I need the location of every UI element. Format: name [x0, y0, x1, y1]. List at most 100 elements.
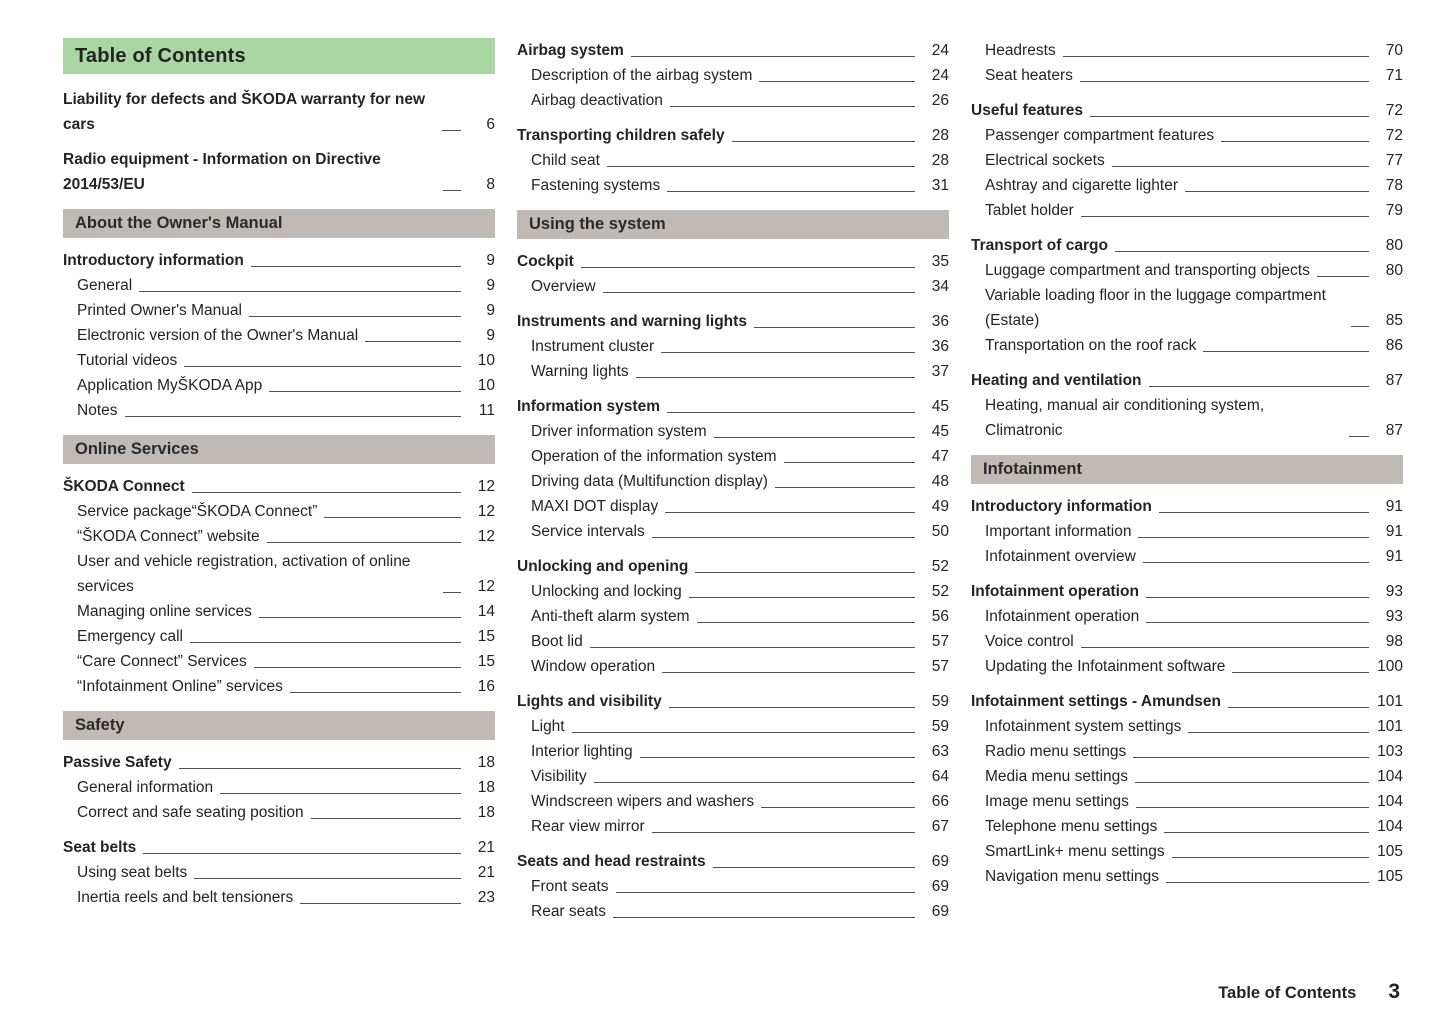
toc-entry[interactable]: Transportation on the roof rack 86 [971, 333, 1403, 358]
toc-entry[interactable]: Warning lights 37 [517, 359, 949, 384]
toc-entry[interactable]: Variable loading floor in the luggage co… [971, 283, 1403, 333]
toc-entry[interactable]: Updating the Infotainment software 100 [971, 654, 1403, 679]
entry-page-number: 12 [477, 578, 495, 595]
toc-entry[interactable]: “ŠKODA Connect” website 12 [63, 524, 495, 549]
toc-entry[interactable]: Infotainment system settings 101 [971, 714, 1403, 739]
toc-entry[interactable]: Unlocking and locking 52 [517, 579, 949, 604]
toc-entry[interactable]: Lights and visibility 59 [517, 689, 949, 714]
toc-entry[interactable]: SmartLink+ menu settings 105 [971, 839, 1403, 864]
toc-entry[interactable]: Transporting children safely 28 [517, 123, 949, 148]
toc-entry[interactable]: Luggage compartment and transporting obj… [971, 258, 1403, 283]
toc-entry[interactable]: Driving data (Multifunction display) 48 [517, 469, 949, 494]
entry-label: Notes [77, 402, 118, 419]
toc-entry[interactable]: Ashtray and cigarette lighter 78 [971, 173, 1403, 198]
entry-page-number: 87 [1385, 422, 1403, 439]
toc-entry[interactable]: Electronic version of the Owner's Manual… [63, 323, 495, 348]
toc-entry[interactable]: General information 18 [63, 775, 495, 800]
toc-entry[interactable]: Navigation menu settings 105 [971, 864, 1403, 889]
toc-entry[interactable]: Notes 11 [63, 398, 495, 423]
toc-entry[interactable]: Airbag deactivation 26 [517, 88, 949, 113]
toc-entry[interactable]: Passenger compartment features 72 [971, 123, 1403, 148]
toc-entry[interactable]: Liability for defects and ŠKODA warranty… [63, 87, 495, 137]
toc-entry[interactable]: Overview 34 [517, 274, 949, 299]
leader-line [1089, 116, 1369, 117]
toc-entry[interactable]: Printed Owner's Manual 9 [63, 298, 495, 323]
toc-entry[interactable]: Using seat belts 21 [63, 860, 495, 885]
toc-entry[interactable]: Interior lighting 63 [517, 739, 949, 764]
toc-entry[interactable]: Child seat 28 [517, 148, 949, 173]
toc-entry[interactable]: ŠKODA Connect 12 [63, 474, 495, 499]
toc-entry[interactable]: Window operation 57 [517, 654, 949, 679]
toc-entry[interactable]: Heating and ventilation 87 [971, 368, 1403, 393]
toc-entry[interactable]: Infotainment operation 93 [971, 604, 1403, 629]
entry-page-number: 37 [931, 363, 949, 380]
toc-entry[interactable]: Radio equipment - Information on Directi… [63, 147, 495, 197]
toc-entry[interactable]: Description of the airbag system 24 [517, 63, 949, 88]
leader-line [1135, 782, 1369, 783]
toc-entry[interactable]: Voice control 98 [971, 629, 1403, 654]
toc-entry[interactable]: Electrical sockets 77 [971, 148, 1403, 173]
toc-entry[interactable]: Seats and head restraints 69 [517, 849, 949, 874]
toc-entry[interactable]: Image menu settings 104 [971, 789, 1403, 814]
toc-entry[interactable]: Rear view mirror 67 [517, 814, 949, 839]
toc-entry[interactable]: Rear seats 69 [517, 899, 949, 924]
toc-entry[interactable]: Service intervals 50 [517, 519, 949, 544]
toc-entry[interactable]: Emergency call 15 [63, 624, 495, 649]
toc-entry[interactable]: Operation of the information system 47 [517, 444, 949, 469]
toc-entry[interactable]: “Care Connect” Services 15 [63, 649, 495, 674]
entry-page-number: 104 [1377, 793, 1403, 810]
leader-line [442, 592, 461, 593]
toc-entry[interactable]: Visibility 64 [517, 764, 949, 789]
toc-entry[interactable]: Inertia reels and belt tensioners 23 [63, 885, 495, 910]
leader-line [178, 768, 461, 769]
toc-entry[interactable]: Application MyŠKODA App 10 [63, 373, 495, 398]
toc-entry[interactable]: Introductory information 9 [63, 248, 495, 273]
leader-line [269, 391, 461, 392]
toc-entry[interactable]: User and vehicle registration, activatio… [63, 549, 495, 599]
entry-page-number: 91 [1385, 498, 1403, 515]
toc-entry[interactable]: Airbag system 24 [517, 38, 949, 63]
toc-entry[interactable]: Passive Safety 18 [63, 750, 495, 775]
toc-entry[interactable]: Tablet holder 79 [971, 198, 1403, 223]
toc-entry[interactable]: Anti-theft alarm system 56 [517, 604, 949, 629]
toc-entry[interactable]: Seat heaters 71 [971, 63, 1403, 88]
toc-entry[interactable]: Managing online services 14 [63, 599, 495, 624]
leader-line [667, 191, 915, 192]
toc-entry[interactable]: Transport of cargo 80 [971, 233, 1403, 258]
toc-entry[interactable]: Windscreen wipers and washers 66 [517, 789, 949, 814]
toc-entry[interactable]: Service package“ŠKODA Connect” 12 [63, 499, 495, 524]
leader-line [606, 166, 915, 167]
entry-page-number: 67 [931, 818, 949, 835]
toc-entry[interactable]: Heating, manual air conditioning system,… [971, 393, 1403, 443]
toc-entry[interactable]: Telephone menu settings 104 [971, 814, 1403, 839]
entry-label: Anti-theft alarm system [531, 608, 690, 625]
toc-entry[interactable]: Important information 91 [971, 519, 1403, 544]
toc-entry[interactable]: Fastening systems 31 [517, 173, 949, 198]
toc-entry[interactable]: Infotainment settings - Amundsen 101 [971, 689, 1403, 714]
toc-entry[interactable]: Instrument cluster 36 [517, 334, 949, 359]
toc-entry[interactable]: Infotainment operation 93 [971, 579, 1403, 604]
toc-entry[interactable]: Infotainment overview 91 [971, 544, 1403, 569]
toc-entry[interactable]: Unlocking and opening 52 [517, 554, 949, 579]
toc-entry[interactable]: “Infotainment Online” services 16 [63, 674, 495, 699]
toc-entry[interactable]: MAXI DOT display 49 [517, 494, 949, 519]
toc-entry[interactable]: Tutorial videos 10 [63, 348, 495, 373]
toc-entry[interactable]: Boot lid 57 [517, 629, 949, 654]
toc-entry[interactable]: Correct and safe seating position 18 [63, 800, 495, 825]
toc-entry[interactable]: Introductory information 91 [971, 494, 1403, 519]
toc-entry[interactable]: Radio menu settings 103 [971, 739, 1403, 764]
toc-entry[interactable]: Cockpit 35 [517, 249, 949, 274]
toc-entry[interactable]: General 9 [63, 273, 495, 298]
toc-entry[interactable]: Driver information system 45 [517, 419, 949, 444]
leader-line [753, 327, 915, 328]
toc-entry[interactable]: Light 59 [517, 714, 949, 739]
toc-entry[interactable]: Headrests 70 [971, 38, 1403, 63]
toc-entry[interactable]: Media menu settings 104 [971, 764, 1403, 789]
toc-entry[interactable]: Information system 45 [517, 394, 949, 419]
toc-entry[interactable]: Seat belts 21 [63, 835, 495, 860]
toc-entry[interactable]: Useful features 72 [971, 98, 1403, 123]
leader-line [220, 793, 461, 794]
toc-entry[interactable]: Front seats 69 [517, 874, 949, 899]
toc-entry[interactable]: Instruments and warning lights 36 [517, 309, 949, 334]
entry-page-number: 8 [486, 176, 495, 193]
